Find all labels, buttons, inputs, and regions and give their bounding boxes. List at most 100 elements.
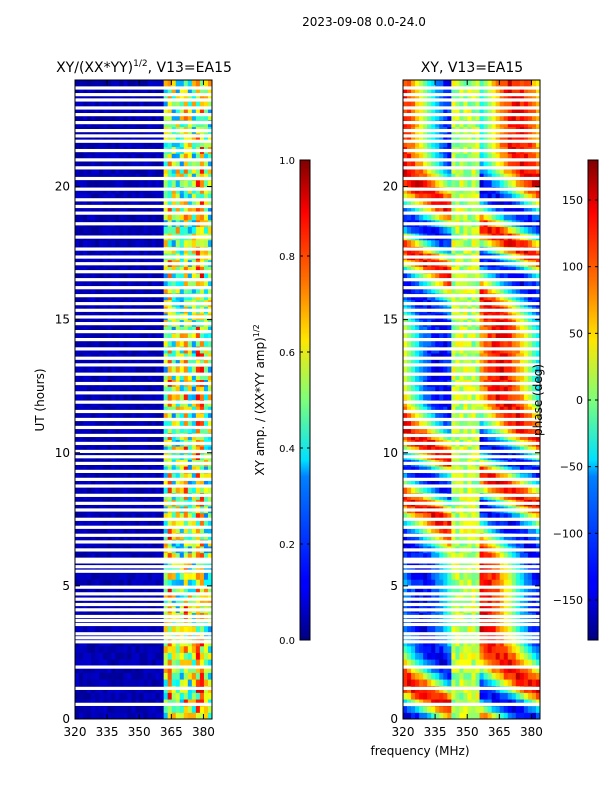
heat-cell xyxy=(479,512,485,520)
heat-cell xyxy=(147,279,153,287)
heat-cell xyxy=(83,592,88,600)
heat-cell xyxy=(171,446,177,454)
heat-cell xyxy=(407,645,412,653)
heat-cell xyxy=(455,645,460,653)
heat-cell xyxy=(435,512,440,520)
heat-cell xyxy=(467,665,472,673)
heat-cell xyxy=(119,386,124,394)
heat-cell xyxy=(103,213,108,221)
heat-cell xyxy=(143,139,149,148)
heat-cell xyxy=(411,472,416,480)
heat-cell xyxy=(207,672,213,680)
heat-cell xyxy=(87,386,92,394)
heat-cell xyxy=(475,406,481,414)
heat-cell xyxy=(427,446,432,454)
heat-cell xyxy=(115,139,120,148)
heat-cell xyxy=(91,692,96,700)
heat-cell xyxy=(491,679,497,687)
heat-cell xyxy=(147,159,153,168)
heat-cell xyxy=(407,525,412,534)
heat-cell xyxy=(119,113,124,121)
heat-cell xyxy=(87,106,92,114)
heat-cell xyxy=(127,665,132,673)
heat-cell xyxy=(183,412,189,420)
heat-cell xyxy=(95,86,100,94)
heat-cell xyxy=(115,419,120,427)
heat-cell xyxy=(463,679,468,687)
heat-cell xyxy=(107,525,112,534)
heat-cell xyxy=(207,286,213,294)
heat-cell xyxy=(183,426,189,434)
heat-cell xyxy=(187,386,193,394)
heat-cell xyxy=(423,565,428,574)
heat-cell xyxy=(479,712,485,720)
heat-cell xyxy=(155,512,161,520)
heat-cell xyxy=(123,466,128,474)
heat-cell xyxy=(171,426,177,434)
heat-cell xyxy=(111,366,116,374)
heat-cell xyxy=(499,565,505,574)
heat-cell xyxy=(123,585,128,594)
heat-cell xyxy=(151,426,157,434)
heat-cell xyxy=(159,679,165,687)
heat-cell xyxy=(459,645,464,653)
heat-cell xyxy=(419,712,424,720)
heat-cell xyxy=(167,80,173,88)
heat-cell xyxy=(455,525,460,534)
heat-cell xyxy=(431,419,436,427)
heat-cell xyxy=(411,552,416,560)
heat-cell xyxy=(495,565,501,574)
heat-cell xyxy=(527,659,533,667)
heat-cell xyxy=(483,632,489,640)
heat-cell xyxy=(203,173,209,181)
heat-cell xyxy=(159,392,165,400)
heat-cell xyxy=(123,426,128,434)
heat-cell xyxy=(199,419,205,427)
heat-cell xyxy=(447,679,452,687)
heat-cell xyxy=(455,466,460,474)
heat-cell xyxy=(75,93,80,101)
heat-cell xyxy=(179,659,185,667)
heat-cell xyxy=(171,652,177,660)
heat-cell xyxy=(503,512,509,520)
heat-cell xyxy=(471,412,477,420)
heat-cell xyxy=(507,552,513,560)
heat-cell xyxy=(171,153,177,161)
heat-cell xyxy=(195,326,201,334)
heat-cell xyxy=(171,106,177,114)
heat-cell xyxy=(407,479,412,487)
heat-cell xyxy=(147,472,153,480)
heat-cell xyxy=(431,705,436,713)
heat-cell xyxy=(451,472,456,480)
heat-cell xyxy=(167,486,173,494)
heat-cell xyxy=(107,665,112,673)
heat-cell xyxy=(151,213,157,221)
heat-cell xyxy=(431,479,436,487)
heat-cell xyxy=(475,525,481,534)
heat-cell xyxy=(459,679,464,687)
heat-cell xyxy=(191,273,197,281)
heat-cell xyxy=(87,352,92,361)
heat-cell xyxy=(179,279,185,287)
heat-cell xyxy=(91,525,96,534)
heat-cell xyxy=(499,619,505,627)
heat-cell xyxy=(167,392,173,400)
flagged-row xyxy=(75,235,212,239)
heat-cell xyxy=(455,486,460,494)
heat-cell xyxy=(135,199,140,207)
heat-cell xyxy=(167,386,173,394)
heat-cell xyxy=(155,406,161,414)
heat-cell xyxy=(115,199,120,207)
left-y-label: UT (hours) xyxy=(33,368,47,431)
heat-cell xyxy=(487,406,493,414)
heat-cell xyxy=(451,565,456,574)
heat-cell xyxy=(187,113,193,121)
heat-cell xyxy=(183,286,189,294)
heat-cell xyxy=(403,659,408,667)
heat-cell xyxy=(99,113,104,121)
heat-cell xyxy=(119,692,124,700)
heat-cell xyxy=(411,419,416,427)
heat-cell xyxy=(139,93,144,101)
heat-cell xyxy=(183,99,189,108)
heat-cell xyxy=(483,705,489,713)
